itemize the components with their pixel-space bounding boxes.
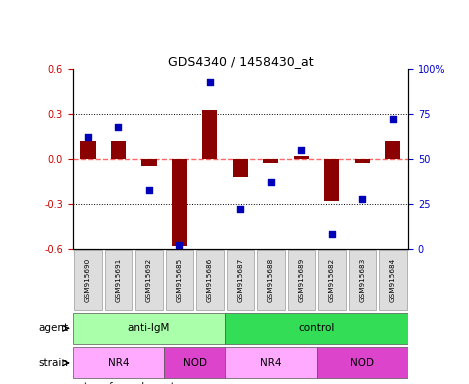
Point: [145, 187, 152, 193]
Bar: [233, 159, 248, 177]
FancyBboxPatch shape: [318, 250, 346, 310]
Bar: [73, 347, 164, 379]
Text: GSM915691: GSM915691: [115, 258, 121, 302]
Bar: [202, 109, 218, 159]
FancyBboxPatch shape: [135, 250, 163, 310]
Point: [236, 206, 244, 212]
FancyBboxPatch shape: [196, 250, 224, 310]
Point: [206, 79, 213, 85]
Text: NR4: NR4: [260, 358, 281, 368]
Text: anti-IgM: anti-IgM: [128, 323, 170, 333]
Text: GSM915692: GSM915692: [146, 258, 152, 302]
Text: GSM915687: GSM915687: [237, 258, 243, 302]
Text: GSM915685: GSM915685: [176, 258, 182, 302]
Point: [267, 179, 274, 185]
FancyBboxPatch shape: [379, 250, 407, 310]
Point: [114, 124, 122, 130]
Text: agent: agent: [38, 323, 68, 333]
Point: [84, 134, 91, 141]
Text: GSM915686: GSM915686: [207, 258, 213, 302]
Text: GSM915684: GSM915684: [390, 258, 396, 302]
Point: [389, 116, 396, 122]
Text: GSM915682: GSM915682: [329, 258, 335, 302]
Bar: [73, 313, 225, 344]
Bar: [80, 141, 96, 159]
FancyBboxPatch shape: [348, 250, 376, 310]
Text: GSM915683: GSM915683: [359, 258, 365, 302]
Text: control: control: [298, 323, 335, 333]
Bar: [172, 159, 187, 246]
Bar: [385, 141, 401, 159]
FancyBboxPatch shape: [257, 250, 285, 310]
Text: GSM915690: GSM915690: [85, 258, 91, 302]
FancyBboxPatch shape: [166, 250, 193, 310]
Bar: [225, 313, 408, 344]
Bar: [324, 159, 340, 201]
FancyBboxPatch shape: [105, 250, 132, 310]
Point: [358, 195, 366, 202]
Bar: [355, 159, 370, 164]
Text: strain: strain: [38, 358, 68, 368]
Title: GDS4340 / 1458430_at: GDS4340 / 1458430_at: [167, 55, 313, 68]
Text: transformed count: transformed count: [84, 382, 175, 384]
FancyBboxPatch shape: [227, 250, 254, 310]
Bar: [225, 347, 317, 379]
Bar: [164, 347, 225, 379]
FancyBboxPatch shape: [74, 250, 102, 310]
Point: [175, 242, 183, 248]
Point: [297, 147, 305, 153]
Text: NR4: NR4: [108, 358, 129, 368]
Bar: [141, 159, 157, 167]
Text: NOD: NOD: [182, 358, 207, 368]
Bar: [111, 141, 126, 159]
Bar: [317, 347, 408, 379]
Text: NOD: NOD: [350, 358, 374, 368]
Text: GSM915688: GSM915688: [268, 258, 274, 302]
Bar: [294, 156, 309, 159]
Bar: [263, 159, 279, 164]
FancyBboxPatch shape: [287, 250, 315, 310]
Text: GSM915689: GSM915689: [298, 258, 304, 302]
Point: [328, 232, 335, 238]
